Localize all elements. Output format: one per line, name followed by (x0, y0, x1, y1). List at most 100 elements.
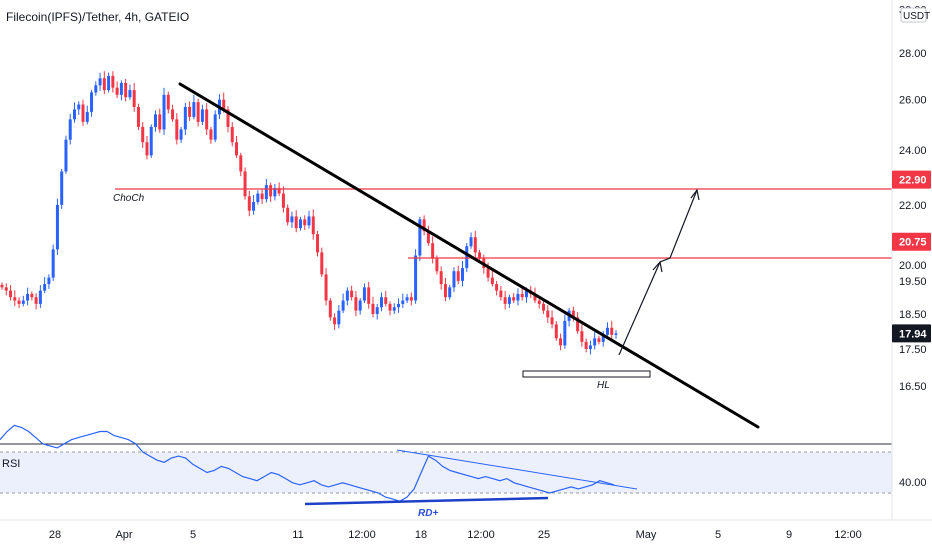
price-badges: 22.90 20.75 17.94 (892, 170, 931, 343)
candle-body (601, 334, 605, 342)
candle-body (559, 338, 563, 346)
horizontal-levels: ChoCh (113, 188, 892, 259)
candle-body (456, 271, 460, 281)
candle-body (605, 327, 609, 335)
candle-body (132, 90, 136, 107)
candle-body (435, 258, 439, 272)
candle-body (98, 78, 102, 86)
rsi-band (0, 452, 892, 493)
time-tick-label: May (636, 529, 657, 541)
candle-body (294, 216, 298, 229)
rsi-line (0, 424, 615, 502)
rsi-axis-label: 40.00 (899, 477, 927, 489)
candle-body (550, 317, 554, 325)
price-tick-label: 18.50 (899, 309, 927, 321)
candle-body (588, 345, 592, 350)
time-tick-label: 12:00 (467, 529, 495, 541)
time-tick-label: 11 (292, 529, 303, 541)
candle-body (235, 142, 239, 156)
candle-body (115, 87, 119, 95)
candle-body (461, 268, 464, 281)
candle-body (405, 297, 409, 301)
candle-body (205, 109, 209, 130)
candle-body (277, 187, 281, 194)
candle-body (149, 126, 153, 156)
candle-body (196, 102, 200, 122)
candle-body (0, 284, 4, 288)
candle-body (409, 297, 413, 301)
candle-body (34, 297, 38, 304)
candle-body (478, 252, 482, 259)
candle-body (520, 293, 524, 298)
candle-body (68, 119, 72, 140)
candle-body (465, 246, 469, 269)
candle-body (281, 193, 285, 208)
candle-body (17, 300, 21, 304)
candle-body (448, 287, 452, 298)
candle-body (414, 255, 418, 301)
candle-body (90, 92, 94, 112)
candle-body (371, 303, 375, 315)
candle-body (571, 310, 575, 318)
candle-body (524, 290, 528, 298)
candle-body (307, 216, 311, 226)
candle-body (499, 290, 503, 298)
candle-body (179, 129, 183, 140)
candle-body (145, 142, 149, 156)
candle-body (337, 310, 341, 325)
candle-body (102, 78, 106, 91)
candle-body (512, 297, 516, 301)
candle-body (119, 82, 123, 95)
candle-body (392, 307, 396, 311)
candle-body (64, 139, 68, 172)
candle-body (473, 237, 477, 253)
candle-body (495, 284, 499, 291)
price-axis[interactable]: 30.0028.0026.0024.0022.0020.0019.5018.50… (891, 0, 932, 520)
candle-body (209, 129, 213, 140)
price-tick-label: 22.00 (899, 200, 927, 212)
candle-body (324, 274, 328, 301)
candle-body (72, 109, 76, 120)
price-axis-bg (892, 0, 932, 520)
candle-body (507, 297, 511, 304)
time-tick-label: 12:00 (348, 529, 376, 541)
price-badge (892, 324, 931, 343)
candle-body (341, 300, 345, 311)
candle-body (431, 243, 435, 259)
candle-body (47, 277, 51, 285)
projection-arrows (618, 188, 700, 356)
price-tick-label: 26.00 (899, 95, 927, 107)
candle-body (384, 297, 388, 304)
candle-body (452, 271, 456, 288)
hl-support-box (522, 370, 651, 378)
candle-body (298, 219, 302, 229)
support-zone: HL (522, 370, 651, 391)
candle-body (154, 114, 157, 127)
candle-body (379, 297, 383, 308)
main-pane-bg (0, 0, 892, 444)
candle-body (290, 216, 294, 223)
candle-body (183, 106, 187, 130)
time-tick-label: 25 (538, 529, 550, 541)
price-tick-label: 17.50 (899, 344, 927, 356)
candle-body (375, 307, 379, 315)
candle-body (60, 171, 64, 205)
candle-body (533, 293, 537, 301)
currency-badge[interactable] (900, 7, 927, 23)
candle-body (469, 237, 473, 247)
candle-body (576, 317, 580, 332)
time-axis[interactable]: 28 Apr 5 11 12:00 18 12:00 25 May 5 9 12:00 (0, 519, 932, 541)
price-badge (892, 232, 931, 251)
candle-body (388, 303, 392, 311)
time-tick-label: 28 (49, 529, 61, 541)
candle-body (264, 185, 268, 200)
price-tick-label: 20.00 (899, 260, 927, 272)
candle-body (81, 104, 85, 122)
time-tick-label: 9 (786, 529, 792, 541)
price-badge (892, 170, 931, 189)
candle-body (188, 106, 192, 117)
candle-body (486, 268, 490, 278)
candles-group (0, 71, 618, 355)
candle-body (362, 287, 366, 301)
